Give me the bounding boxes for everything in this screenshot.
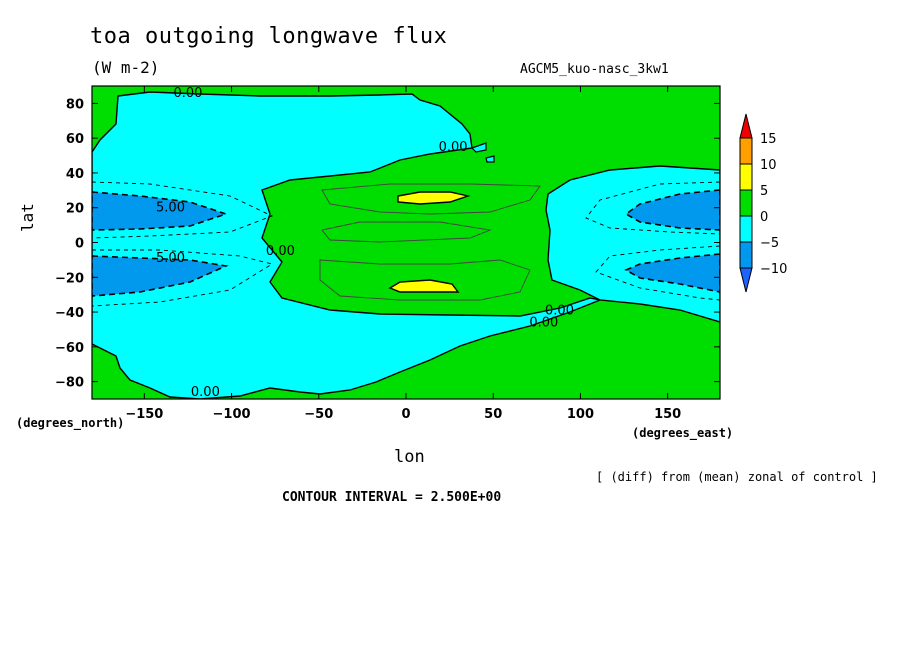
x-axis-ticks: −150 −100 −50 0 50 100 150 bbox=[125, 86, 681, 422]
contour-label: 0.00 bbox=[439, 140, 468, 155]
y-tick-label: −20 bbox=[55, 271, 84, 286]
blue-band-west-south bbox=[92, 255, 229, 297]
colorbar-label: −5 bbox=[760, 236, 779, 251]
cyan-island-1 bbox=[470, 142, 487, 153]
colorbar-label: 0 bbox=[760, 210, 768, 225]
y-axis-ticks: 80 60 40 20 0 −20 −40 −60 −80 bbox=[55, 97, 720, 391]
x-tick-label: −50 bbox=[304, 407, 333, 422]
y-tick-label: 60 bbox=[66, 132, 84, 147]
difference-note: [ (diff) from (mean) zonal of control ] bbox=[596, 470, 878, 484]
dashed-contour-lines bbox=[92, 181, 720, 307]
colorbar-label: −10 bbox=[760, 262, 787, 277]
contour-labels: 0.000.005.000.005.000.000.000.00 bbox=[156, 86, 574, 400]
y-tick-label: −60 bbox=[55, 341, 84, 356]
contour-fills bbox=[92, 86, 720, 399]
contour-label: 0.00 bbox=[529, 315, 558, 330]
contour-label: 0.00 bbox=[173, 86, 202, 101]
colorbar-segment bbox=[739, 137, 753, 165]
x-tick-label: −150 bbox=[125, 407, 163, 422]
contour-label: 5.00 bbox=[156, 201, 185, 216]
blue-band-west-north bbox=[92, 191, 229, 231]
colorbar-top-arrow bbox=[739, 113, 753, 139]
x-tick-label: 100 bbox=[567, 407, 594, 422]
yellow-region-north bbox=[397, 191, 471, 205]
cyan-island-2 bbox=[485, 155, 495, 163]
contour-interval: CONTOUR INTERVAL = 2.500E+00 bbox=[282, 490, 502, 505]
contour-label: 0.00 bbox=[545, 303, 574, 318]
colorbar-segment bbox=[739, 241, 753, 269]
y-tick-label: 0 bbox=[75, 237, 84, 252]
cyan-region-main bbox=[92, 91, 603, 399]
yellow-region-south bbox=[388, 279, 460, 293]
x-axis-title: lon bbox=[394, 447, 425, 467]
colorbar-label: 10 bbox=[760, 158, 777, 173]
x-tick-label: 50 bbox=[484, 407, 502, 422]
chart-title: toa outgoing longwave flux bbox=[90, 24, 448, 49]
x-tick-label: 0 bbox=[401, 407, 410, 422]
contour-label: 0.00 bbox=[191, 385, 220, 400]
colorbar-label: 5 bbox=[760, 184, 768, 199]
x-tick-label: −100 bbox=[213, 407, 251, 422]
colorbar-segment bbox=[739, 215, 753, 243]
y-tick-label: −40 bbox=[55, 306, 84, 321]
colorbar: 15 10 5 0 −5 −10 bbox=[739, 113, 787, 293]
y-tick-label: 20 bbox=[66, 202, 84, 217]
colorbar-segment bbox=[739, 163, 753, 191]
contour-label: 5.00 bbox=[156, 251, 185, 266]
contour-label: 0.00 bbox=[266, 244, 295, 259]
run-label: AGCM5_kuo-nasc_3kw1 bbox=[520, 62, 669, 77]
x-axis-units: (degrees_east) bbox=[632, 426, 734, 440]
blue-band-east-south bbox=[624, 253, 720, 293]
thin-contour-lines bbox=[319, 183, 541, 301]
y-tick-label: 80 bbox=[66, 97, 84, 112]
colorbar-segment bbox=[739, 189, 753, 217]
colorbar-bottom-arrow bbox=[739, 267, 753, 293]
chart-units: (W m-2) bbox=[92, 58, 160, 77]
blue-band-east-north bbox=[624, 189, 720, 231]
y-axis-units: (degrees_north) bbox=[16, 416, 125, 430]
y-tick-label: −80 bbox=[55, 376, 84, 391]
x-tick-label: 150 bbox=[654, 407, 681, 422]
y-tick-label: 40 bbox=[66, 167, 84, 182]
colorbar-label: 15 bbox=[760, 132, 777, 147]
